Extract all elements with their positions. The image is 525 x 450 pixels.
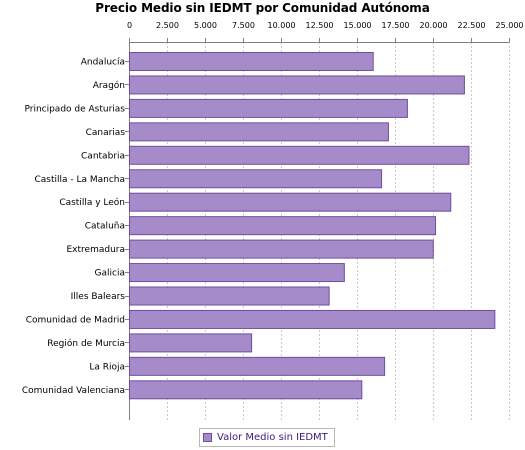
x-tick-label: 20.000 <box>420 21 448 30</box>
bar <box>129 286 330 306</box>
bar <box>129 192 452 212</box>
category-label: Extremadura <box>67 245 126 255</box>
bar <box>129 216 437 236</box>
legend-label: Valor Medio sin IEDMT <box>217 432 328 443</box>
category-label: Cataluña <box>85 222 125 232</box>
category-label: Canarias <box>86 128 126 138</box>
bar <box>129 75 465 95</box>
x-tick-label: 7.500 <box>232 21 255 30</box>
bar <box>129 169 383 189</box>
bar <box>129 52 374 71</box>
category-label: Cantabria <box>81 151 125 161</box>
x-tick-label: 0 <box>127 21 132 30</box>
x-tick-label: 17.500 <box>382 21 410 30</box>
x-tick-label: 15.000 <box>344 21 372 30</box>
category-label: Galicia <box>95 269 125 279</box>
bar <box>129 356 386 376</box>
chart-title: Precio Medio sin IEDMT por Comunidad Aut… <box>95 1 430 15</box>
category-label: Andalucía <box>81 58 125 68</box>
category-label: Región de Murcia <box>47 338 125 349</box>
bar <box>129 333 253 353</box>
bar <box>129 380 363 400</box>
category-label: La Rioja <box>89 362 125 372</box>
x-tick-label: 5.000 <box>194 21 217 30</box>
bar <box>129 122 389 142</box>
category-label: Castilla - La Mancha <box>34 175 125 185</box>
legend-swatch <box>203 433 212 442</box>
category-label: Illes Balears <box>71 292 126 302</box>
category-label: Comunidad de Madrid <box>26 315 125 325</box>
category-label: Comunidad Valenciana <box>22 386 125 396</box>
bar <box>129 309 496 329</box>
bar <box>129 263 345 283</box>
bar <box>129 239 434 259</box>
x-tick-label: 22.500 <box>458 21 486 30</box>
category-label: Castilla y León <box>59 197 125 208</box>
bar <box>129 98 408 118</box>
category-label-layer: Andalucía Aragón Principado de Asturias Can… <box>22 58 125 396</box>
category-label: Principado de Asturias <box>24 104 125 114</box>
x-tick-label: 25.000 <box>496 21 524 30</box>
bar-layer <box>129 52 496 400</box>
category-label: Aragón <box>93 80 125 91</box>
legend: Valor Medio sin IEDMT <box>199 428 335 447</box>
x-tick-label: 2.500 <box>156 21 179 30</box>
x-tick-label: 12.500 <box>306 21 334 30</box>
bar <box>129 145 470 165</box>
x-tick-label: 10.000 <box>268 21 296 30</box>
